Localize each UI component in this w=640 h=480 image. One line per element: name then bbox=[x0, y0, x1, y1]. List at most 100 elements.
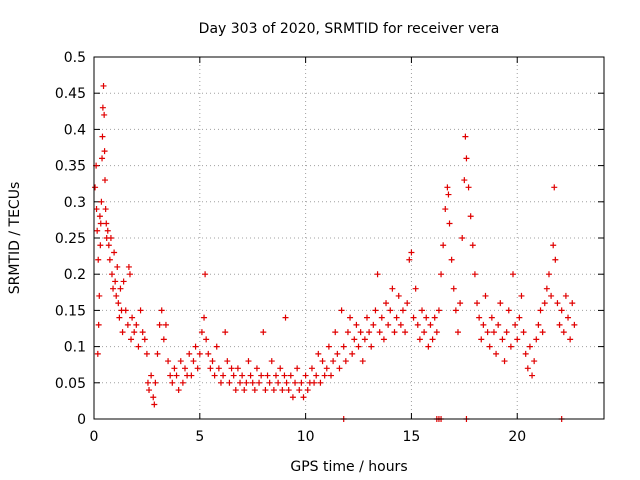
data-point bbox=[471, 271, 478, 278]
x-tick-label: 10 bbox=[297, 429, 315, 445]
y-tick-label: 0.25 bbox=[55, 231, 86, 247]
data-point bbox=[463, 155, 470, 162]
data-point bbox=[493, 350, 500, 357]
y-tick-label: 0.5 bbox=[64, 50, 86, 66]
data-point bbox=[292, 379, 299, 386]
data-point bbox=[357, 329, 364, 336]
data-point bbox=[124, 321, 131, 328]
data-point bbox=[503, 329, 510, 336]
data-point bbox=[445, 191, 452, 198]
data-point bbox=[253, 365, 260, 372]
data-point bbox=[338, 307, 345, 314]
data-point bbox=[433, 329, 440, 336]
data-point bbox=[391, 329, 398, 336]
data-point bbox=[111, 249, 118, 256]
data-point bbox=[421, 329, 428, 336]
x-tick-label: 15 bbox=[403, 429, 421, 445]
data-point bbox=[260, 329, 267, 336]
x-tick-label: 5 bbox=[195, 429, 204, 445]
data-point bbox=[438, 271, 445, 278]
data-point bbox=[114, 263, 121, 270]
data-point bbox=[336, 365, 343, 372]
data-point bbox=[550, 242, 557, 249]
data-point bbox=[569, 300, 576, 307]
data-point bbox=[435, 307, 442, 314]
data-point bbox=[113, 292, 120, 299]
data-point bbox=[171, 365, 178, 372]
data-point bbox=[279, 387, 286, 394]
data-point bbox=[334, 350, 341, 357]
data-point bbox=[462, 133, 469, 140]
plot-frame bbox=[93, 56, 605, 420]
data-point bbox=[160, 336, 167, 343]
y-tick-label: 0 bbox=[77, 412, 86, 428]
data-point bbox=[226, 379, 233, 386]
data-point bbox=[217, 379, 224, 386]
data-point bbox=[452, 307, 459, 314]
data-point bbox=[308, 365, 315, 372]
data-point bbox=[100, 82, 107, 89]
data-point bbox=[131, 329, 138, 336]
data-point bbox=[146, 387, 153, 394]
data-point bbox=[385, 321, 392, 328]
data-point bbox=[467, 213, 474, 220]
data-point bbox=[446, 220, 453, 227]
data-point bbox=[311, 379, 318, 386]
data-point bbox=[283, 379, 290, 386]
data-point bbox=[224, 358, 231, 365]
data-point bbox=[209, 358, 216, 365]
data-point bbox=[389, 285, 396, 292]
data-point bbox=[440, 242, 447, 249]
data-point bbox=[129, 314, 136, 321]
data-point bbox=[268, 358, 275, 365]
data-point bbox=[395, 292, 402, 299]
y-tick-label: 0.2 bbox=[64, 267, 86, 283]
data-point bbox=[353, 321, 360, 328]
data-point bbox=[101, 148, 108, 155]
data-point bbox=[315, 350, 322, 357]
data-point bbox=[332, 329, 339, 336]
data-point bbox=[220, 372, 227, 379]
data-point bbox=[201, 314, 208, 321]
y-axis-label: SRMTID / TECUs bbox=[7, 182, 23, 295]
data-point bbox=[207, 365, 214, 372]
data-point bbox=[152, 379, 159, 386]
data-point bbox=[480, 321, 487, 328]
data-point bbox=[512, 321, 519, 328]
data-point bbox=[96, 213, 103, 220]
data-point bbox=[363, 314, 370, 321]
data-point bbox=[461, 177, 468, 184]
data-point bbox=[213, 343, 220, 350]
data-point bbox=[516, 314, 523, 321]
data-point bbox=[266, 379, 273, 386]
y-tick-label: 0.05 bbox=[55, 376, 86, 392]
data-point bbox=[347, 314, 354, 321]
y-axis-ticks: 0 0.05 0.1 0.15 0.2 0.25 0.3 0.35 0.4 0.45 0.5 bbox=[55, 50, 604, 428]
data-point bbox=[560, 329, 567, 336]
data-point bbox=[526, 343, 533, 350]
data-point bbox=[571, 321, 578, 328]
data-point bbox=[431, 314, 438, 321]
data-point bbox=[478, 336, 485, 343]
data-point bbox=[507, 343, 514, 350]
data-point bbox=[344, 329, 351, 336]
data-point bbox=[272, 372, 279, 379]
data-point bbox=[165, 358, 172, 365]
data-point bbox=[175, 387, 182, 394]
data-point bbox=[427, 321, 434, 328]
data-point bbox=[133, 321, 140, 328]
data-point bbox=[115, 300, 122, 307]
data-point bbox=[410, 314, 417, 321]
data-point bbox=[102, 206, 109, 213]
data-point bbox=[558, 307, 565, 314]
data-point bbox=[328, 372, 335, 379]
data-point bbox=[94, 227, 101, 234]
data-point bbox=[565, 314, 572, 321]
y-tick-label: 0.45 bbox=[55, 86, 86, 102]
data-point bbox=[162, 321, 169, 328]
data-point bbox=[531, 358, 538, 365]
data-point bbox=[190, 358, 197, 365]
data-point bbox=[323, 365, 330, 372]
data-point bbox=[119, 329, 126, 336]
y-tick-label: 0.3 bbox=[64, 195, 86, 211]
